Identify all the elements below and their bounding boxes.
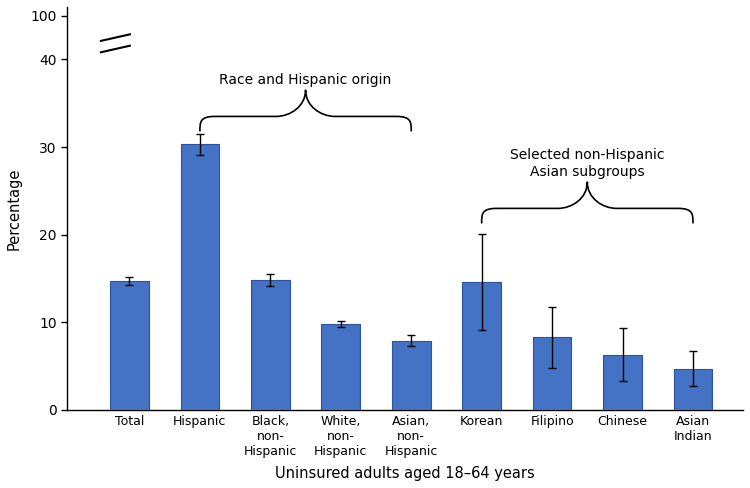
Bar <box>110 281 148 410</box>
Bar <box>322 324 360 410</box>
Bar <box>251 280 290 410</box>
Text: Selected non-Hispanic
Asian subgroups: Selected non-Hispanic Asian subgroups <box>510 148 664 179</box>
Bar <box>532 337 572 410</box>
Bar <box>462 282 501 410</box>
Y-axis label: Percentage: Percentage <box>7 167 22 249</box>
Bar <box>674 369 712 410</box>
Bar <box>603 355 642 410</box>
Bar <box>181 144 219 410</box>
Text: Race and Hispanic origin: Race and Hispanic origin <box>220 73 392 87</box>
X-axis label: Uninsured adults aged 18–64 years: Uninsured adults aged 18–64 years <box>275 466 535 481</box>
Bar <box>392 341 430 410</box>
